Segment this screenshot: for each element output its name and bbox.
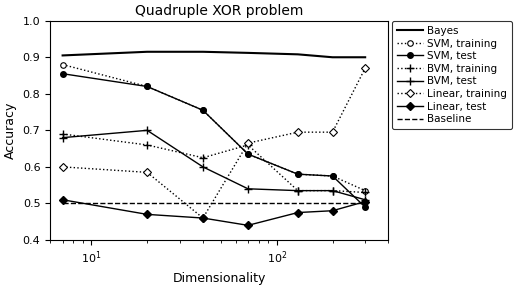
Linear, training xyxy=(59,165,66,168)
SVM, training xyxy=(329,174,336,178)
SVM, training xyxy=(144,85,150,88)
Linear, test xyxy=(59,198,66,201)
BVM, training xyxy=(144,143,150,147)
BVM, training xyxy=(362,191,368,194)
Line: SVM, test: SVM, test xyxy=(60,71,368,210)
Line: Linear, training: Linear, training xyxy=(60,65,368,221)
Line: Bayes: Bayes xyxy=(63,52,365,57)
Linear, test xyxy=(362,200,368,203)
BVM, test xyxy=(144,129,150,132)
Bayes xyxy=(329,55,336,59)
Bayes xyxy=(59,54,66,57)
SVM, test xyxy=(59,72,66,75)
Bayes xyxy=(362,55,368,59)
Line: Linear, test: Linear, test xyxy=(60,197,368,228)
BVM, training xyxy=(59,132,66,136)
SVM, training xyxy=(200,108,206,112)
SVM, test xyxy=(295,173,301,176)
Linear, test xyxy=(200,216,206,220)
Linear, test xyxy=(144,213,150,216)
SVM, training xyxy=(59,63,66,66)
BVM, test xyxy=(245,187,251,190)
Title: Quadruple XOR problem: Quadruple XOR problem xyxy=(135,4,303,18)
Baseline xyxy=(144,202,150,205)
Line: BVM, test: BVM, test xyxy=(58,126,369,204)
X-axis label: Dimensionality: Dimensionality xyxy=(173,272,266,285)
BVM, test xyxy=(329,189,336,192)
Bayes xyxy=(245,51,251,55)
Baseline xyxy=(245,202,251,205)
Bayes xyxy=(200,50,206,53)
Linear, training xyxy=(144,171,150,174)
Linear, test xyxy=(245,224,251,227)
Linear, training xyxy=(295,130,301,134)
SVM, test xyxy=(144,85,150,88)
SVM, training xyxy=(362,189,368,192)
Y-axis label: Accuracy: Accuracy xyxy=(4,102,17,159)
Linear, test xyxy=(329,209,336,212)
BVM, training xyxy=(329,189,336,192)
Baseline xyxy=(362,202,368,205)
Bayes xyxy=(295,53,301,56)
BVM, training xyxy=(200,156,206,160)
Linear, training xyxy=(245,141,251,145)
Baseline xyxy=(329,202,336,205)
Legend: Bayes, SVM, training, SVM, test, BVM, training, BVM, test, Linear, training, Lin: Bayes, SVM, training, SVM, test, BVM, tr… xyxy=(392,21,512,129)
SVM, training xyxy=(295,173,301,176)
BVM, test xyxy=(59,136,66,139)
BVM, test xyxy=(362,198,368,201)
Line: BVM, training: BVM, training xyxy=(58,130,369,197)
Baseline xyxy=(200,202,206,205)
Linear, training xyxy=(329,130,336,134)
SVM, test xyxy=(329,174,336,178)
Baseline xyxy=(59,202,66,205)
BVM, test xyxy=(295,189,301,192)
SVM, test xyxy=(200,108,206,112)
BVM, test xyxy=(200,165,206,168)
Linear, training xyxy=(200,216,206,220)
Bayes xyxy=(144,50,150,53)
SVM, test xyxy=(245,152,251,156)
SVM, training xyxy=(245,152,251,156)
Line: SVM, training: SVM, training xyxy=(60,62,368,193)
Baseline xyxy=(295,202,301,205)
BVM, training xyxy=(245,143,251,147)
Linear, test xyxy=(295,211,301,214)
Linear, training xyxy=(362,66,368,70)
BVM, training xyxy=(295,189,301,192)
SVM, test xyxy=(362,205,368,209)
